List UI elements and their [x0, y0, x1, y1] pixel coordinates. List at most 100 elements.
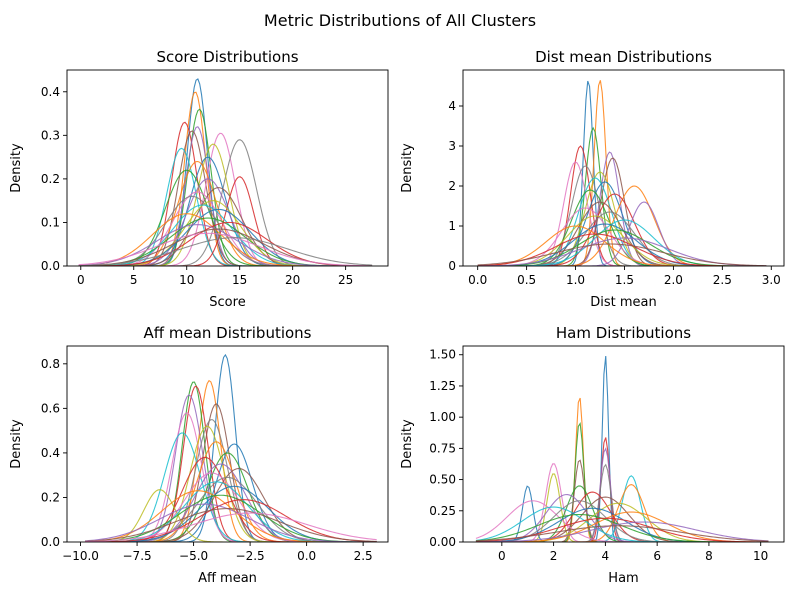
x-tick-label: −5.0 — [179, 549, 208, 563]
x-tick-label: 0 — [77, 273, 85, 287]
density-curves — [78, 78, 373, 266]
x-tick-label: 4 — [602, 549, 610, 563]
y-tick-label: 0.75 — [429, 441, 456, 455]
panel-title: Score Distributions — [156, 48, 298, 66]
panel-2: 0.0 0.5 1.0 1.5 2.0 2.5 3.0 0 1 2 3 4 Dist mean Dist… — [400, 48, 785, 310]
density-curve — [477, 233, 767, 266]
density-curve — [78, 121, 373, 266]
density-curve — [85, 441, 377, 542]
density-curve — [78, 132, 373, 266]
y-tick-label: 3 — [448, 139, 456, 153]
density-curve — [475, 485, 769, 542]
y-tick-label: 1.00 — [429, 410, 456, 424]
density-curve — [477, 181, 767, 266]
density-curve — [85, 494, 377, 542]
density-curve — [85, 452, 377, 542]
density-curve — [85, 508, 377, 542]
x-tick-label: −2.5 — [236, 549, 265, 563]
y-tick-label: 0.50 — [429, 473, 456, 487]
density-curve — [85, 353, 377, 542]
density-curve — [475, 397, 769, 542]
x-tick-label: 0.0 — [297, 549, 316, 563]
y-tick-label: 4 — [448, 99, 456, 113]
density-curve — [85, 419, 377, 542]
panel-title: Aff mean Distributions — [144, 324, 312, 342]
y-tick-label: 0.4 — [41, 446, 60, 460]
x-tick-label: 0.5 — [517, 273, 536, 287]
density-curve — [85, 463, 377, 542]
density-curves — [475, 356, 769, 542]
density-curve — [78, 143, 373, 266]
panel-3: −10.0 −7.5 −5.0 −2.5 0.0 2.5 0.0 0.2 0.4 0.6 0.8 Af… — [9, 324, 389, 586]
panel-1: 0 5 10 15 20 25 0.0 0.1 0.2 0.3 0.4 Score Distribut… — [9, 48, 389, 310]
x-tick-label: 5 — [130, 273, 138, 287]
density-curve — [475, 483, 769, 542]
density-curve — [477, 177, 767, 266]
y-tick-label: 0.25 — [429, 504, 456, 518]
density-curve — [475, 506, 769, 542]
axes-frame — [66, 69, 389, 267]
y-tick-label: 0.2 — [41, 172, 60, 186]
x-tick-label: 15 — [232, 273, 247, 287]
density-curve — [477, 157, 767, 266]
panel-title: Dist mean Distributions — [535, 48, 712, 66]
y-axis-label: Density — [400, 419, 415, 469]
density-curve — [78, 232, 373, 266]
x-tick-label: 3.0 — [762, 273, 781, 287]
x-tick-label: 20 — [285, 273, 300, 287]
x-tick-label: 0.0 — [468, 273, 487, 287]
density-curve — [85, 381, 377, 542]
density-curve — [475, 521, 769, 542]
panel-4: 0 2 4 6 8 10 0.00 0.25 0.50 0.75 1.00 1.25 1.50 Ham D… — [400, 324, 785, 586]
y-tick-label: 0.0 — [41, 535, 60, 549]
density-curves — [85, 353, 377, 542]
x-tick-label: 2 — [550, 549, 558, 563]
density-curve — [85, 403, 377, 542]
y-axis-label: Density — [9, 419, 24, 469]
x-tick-label: −7.5 — [123, 549, 152, 563]
axes-frame — [66, 345, 389, 543]
density-curves — [477, 80, 767, 266]
density-curve — [477, 243, 767, 266]
x-tick-label: 0 — [498, 549, 506, 563]
density-curve — [85, 512, 377, 542]
y-axis-label: Density — [400, 143, 415, 193]
x-tick-label: −10.0 — [62, 549, 99, 563]
y-tick-label: 0.4 — [41, 85, 60, 99]
density-curve — [475, 485, 769, 542]
y-tick-label: 1.25 — [429, 379, 456, 393]
density-curve — [475, 356, 769, 542]
x-axis-label: Aff mean — [198, 571, 257, 586]
y-tick-label: 0.00 — [429, 535, 456, 549]
y-tick-label: 2 — [448, 179, 456, 193]
x-tick-label: 2.5 — [354, 549, 373, 563]
y-axis-label: Density — [9, 143, 24, 193]
y-tick-label: 0.6 — [41, 401, 60, 415]
x-tick-label: 10 — [753, 549, 768, 563]
density-curve — [477, 201, 767, 266]
y-tick-label: 0.2 — [41, 490, 60, 504]
x-tick-label: 2.0 — [664, 273, 683, 287]
x-tick-label: 10 — [179, 273, 194, 287]
density-curve — [78, 78, 373, 266]
density-curve — [475, 447, 769, 542]
axes-frame — [462, 345, 785, 543]
density-curve — [85, 467, 377, 542]
x-tick-label: 8 — [705, 549, 713, 563]
x-axis-label: Ham — [608, 571, 638, 586]
y-tick-label: 0 — [448, 259, 456, 273]
x-tick-label: 1.0 — [566, 273, 585, 287]
x-tick-label: 1.5 — [615, 273, 634, 287]
density-curve — [475, 475, 769, 542]
x-axis-label: Score — [209, 295, 245, 310]
x-tick-label: 2.5 — [713, 273, 732, 287]
y-tick-label: 0.3 — [41, 128, 60, 142]
density-curve — [78, 130, 373, 266]
density-curve — [85, 499, 377, 542]
y-tick-label: 1 — [448, 219, 456, 233]
density-curve — [78, 176, 373, 266]
density-curve — [85, 443, 377, 542]
density-curve — [78, 91, 373, 266]
density-curve — [85, 379, 377, 542]
